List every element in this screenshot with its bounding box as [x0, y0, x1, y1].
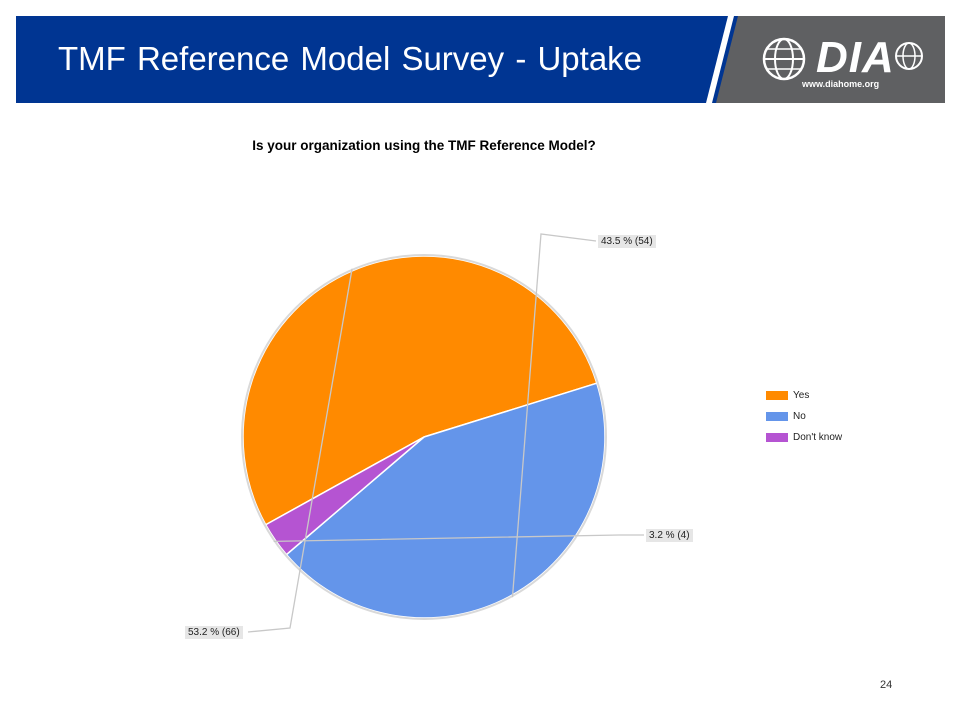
legend: Yes No Don't know: [766, 385, 842, 448]
pie-slice-no: [285, 382, 606, 619]
logo-panel: [706, 16, 945, 103]
legend-swatch-no: [766, 412, 788, 421]
globe-icon: [895, 42, 923, 70]
legend-item-no: No: [766, 406, 842, 427]
globe-icon: [762, 37, 806, 81]
legend-label: No: [793, 411, 806, 422]
leader-line-yes: [247, 268, 353, 633]
logo-url: www.diahome.org: [802, 79, 880, 89]
legend-item-dont-know: Don't know: [766, 427, 842, 448]
legend-label: Don't know: [793, 432, 843, 443]
leader-line-no: [511, 233, 597, 598]
data-label-dont-know: 3.2 % (4): [646, 529, 693, 542]
header-bar: TMF Reference Model Survey - Uptake DIA …: [16, 16, 945, 103]
legend-swatch-dont-know: [766, 433, 788, 442]
legend-swatch-yes: [766, 391, 788, 400]
legend-label: Yes: [793, 390, 810, 401]
legend-item-yes: Yes: [766, 385, 842, 406]
pie-slice-yes: [242, 255, 598, 526]
data-label-no: 43.5 % (54): [598, 235, 656, 248]
pie-slice-dont-know: [264, 436, 425, 556]
chart-title: Is your organization using the TMF Refer…: [252, 138, 596, 153]
pie-outline: [241, 254, 607, 620]
data-label-yes: 53.2 % (66): [185, 626, 243, 639]
slide-title: TMF Reference Model Survey - Uptake: [58, 40, 643, 77]
logo-wordmark: DIA: [816, 33, 895, 82]
leader-line-dont-know: [273, 534, 644, 543]
page-number: 24: [880, 679, 893, 691]
